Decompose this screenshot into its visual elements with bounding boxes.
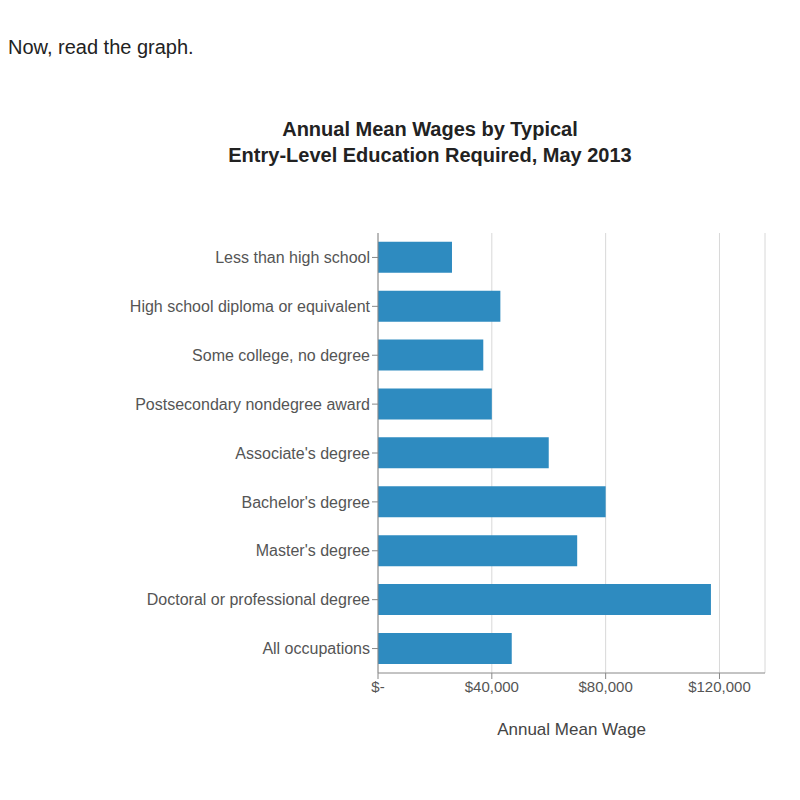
svg-text:Postsecondary nondegree award: Postsecondary nondegree award [135, 396, 370, 413]
html-text:Now, read the graph.: Now, read the graph. [8, 36, 194, 58]
html-text:Annual Mean Wages by Typical E: Annual Mean Wages by Typical Entry-Level… [228, 118, 632, 166]
svg-text:Annual Mean Wage: Annual Mean Wage [497, 720, 646, 739]
svg-text:Less than high school: Less than high school [215, 249, 370, 266]
svg-text:Associate's degree: Associate's degree [235, 445, 370, 462]
svg-text:$40,000: $40,000 [465, 678, 519, 695]
svg-text:Some college, no degree: Some college, no degree [192, 347, 370, 364]
svg-text:Doctoral or professional degre: Doctoral or professional degree [147, 591, 370, 608]
svg-text:$-: $- [371, 678, 384, 695]
svg-text:Bachelor's degree: Bachelor's degree [242, 494, 371, 511]
svg-text:High school diploma or equival: High school diploma or equivalent [130, 298, 371, 315]
svg-text:Master's degree: Master's degree [256, 542, 370, 559]
svg-text:All occupations: All occupations [262, 640, 370, 657]
svg-text:$80,000: $80,000 [579, 678, 633, 695]
svg-text:$120,000: $120,000 [688, 678, 751, 695]
